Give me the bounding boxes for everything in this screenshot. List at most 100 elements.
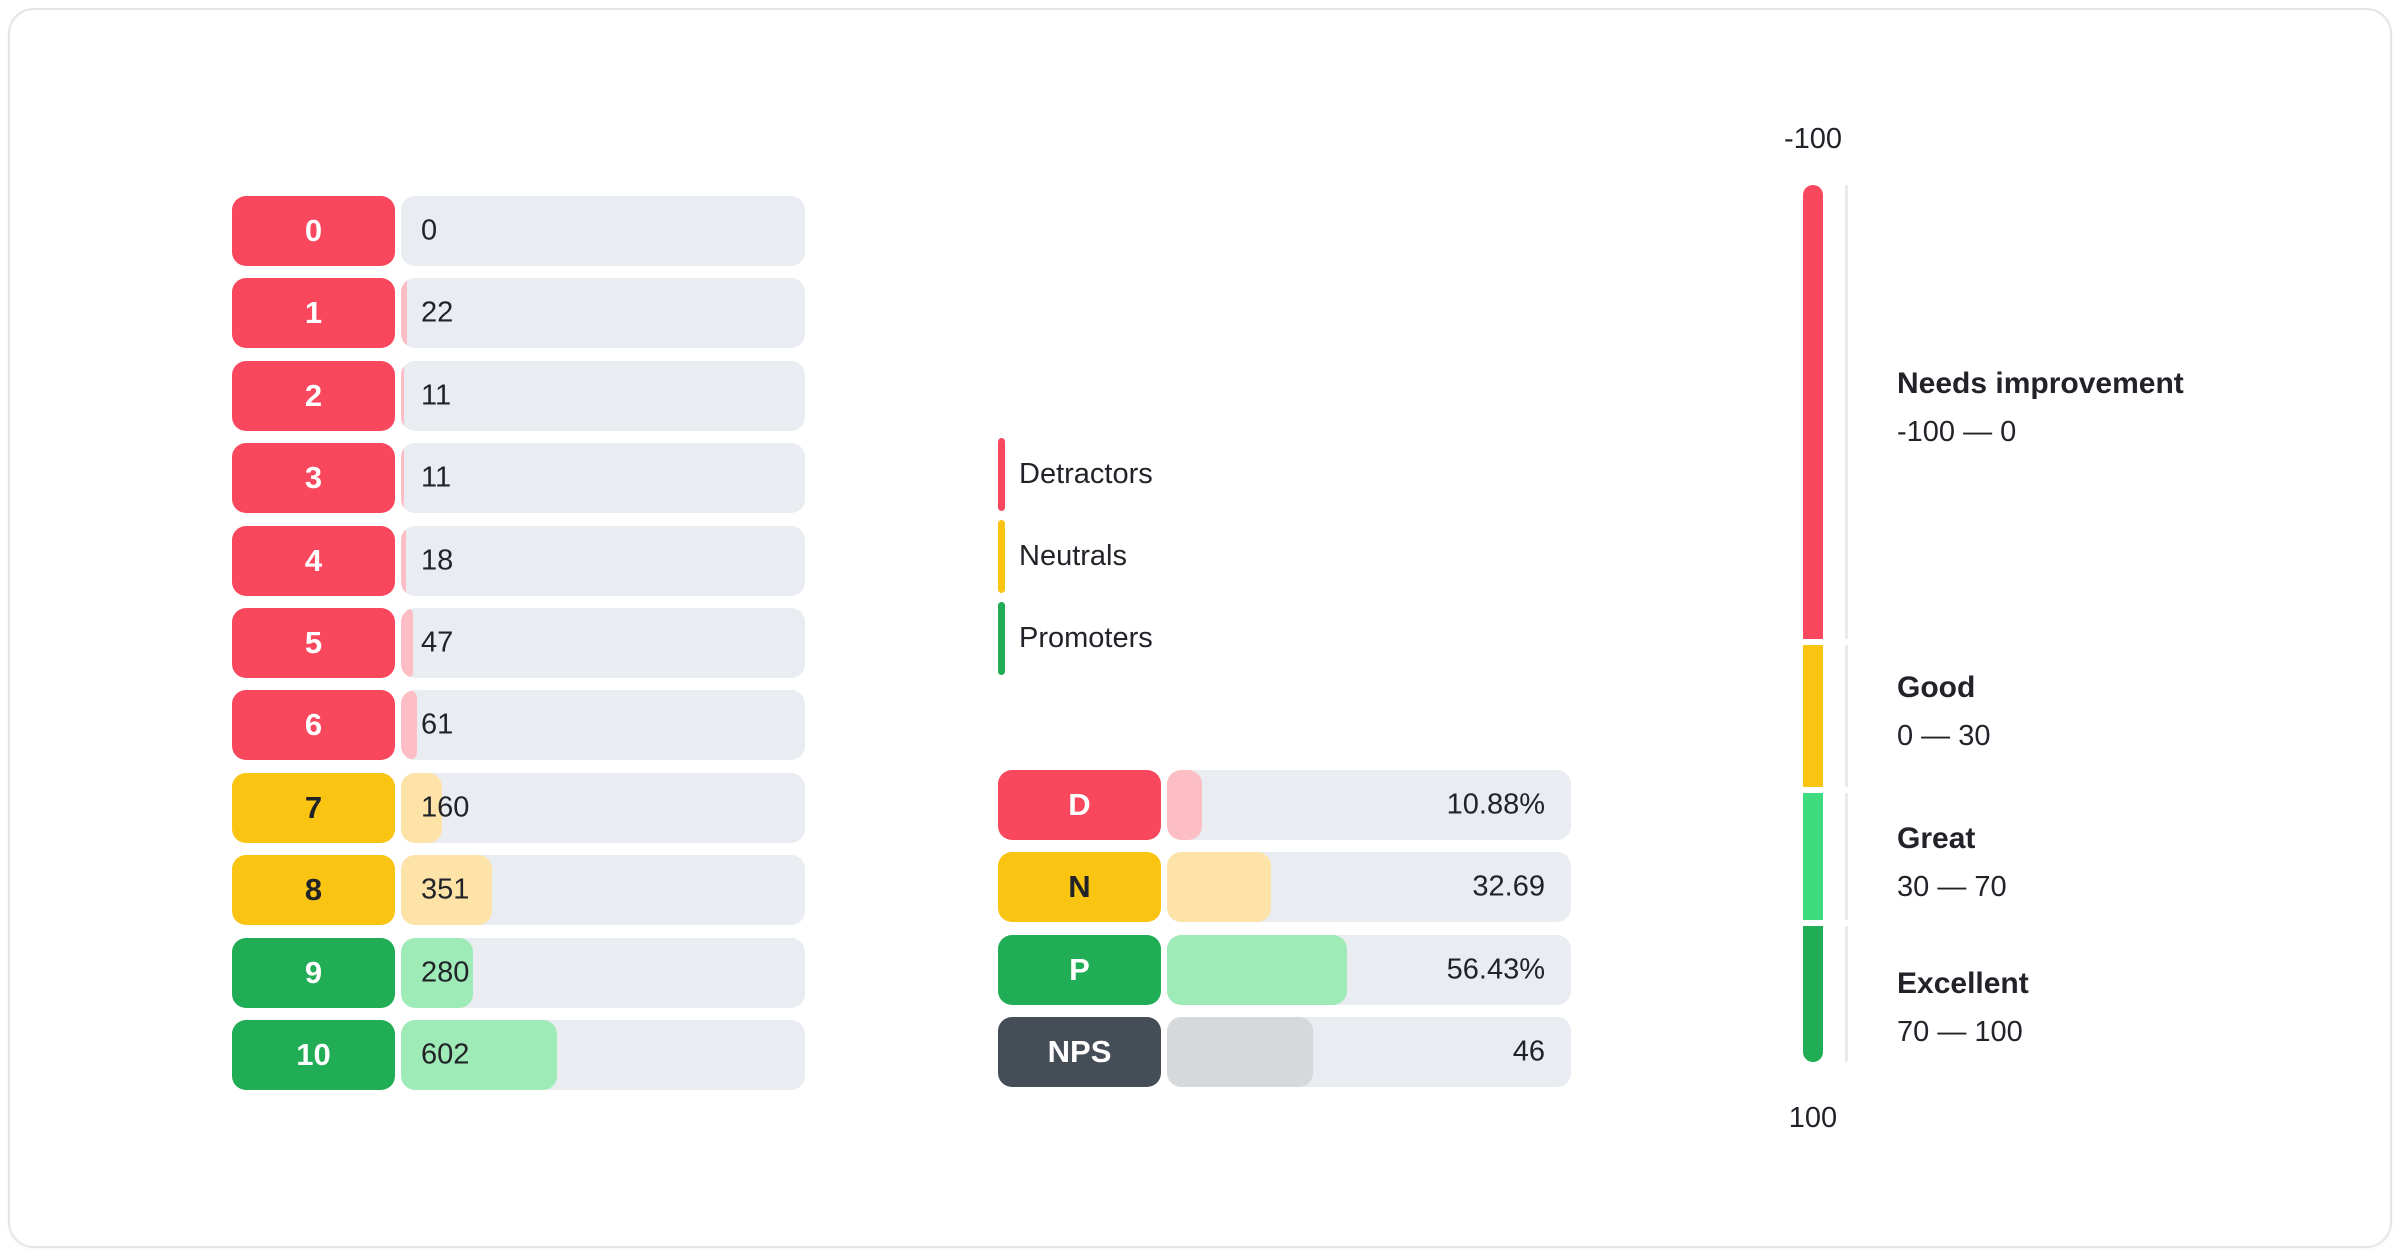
score-bar-fill-4 bbox=[401, 525, 406, 596]
summary-label-p: P bbox=[998, 934, 1161, 1005]
gauge-section-range: 70 — 100 bbox=[1897, 1016, 2023, 1048]
gauge-section-range: 30 — 70 bbox=[1897, 871, 2007, 903]
score-label-8: 8 bbox=[232, 855, 395, 926]
score-bar-track-1: 22 bbox=[401, 278, 805, 349]
legend-label: Neutrals bbox=[1019, 540, 1127, 572]
summary-label-nps: NPS bbox=[998, 1017, 1161, 1088]
summary-value-n: 32.69 bbox=[1472, 870, 1545, 903]
score-value-4: 18 bbox=[421, 544, 454, 577]
gauge-segment-excellent bbox=[1803, 926, 1823, 1062]
score-row-3: 3 11 bbox=[232, 443, 805, 514]
score-bar-fill-9 bbox=[401, 937, 474, 1008]
summary-label-n: N bbox=[998, 852, 1161, 923]
score-bar-track-3: 11 bbox=[401, 443, 805, 514]
score-value-10: 602 bbox=[421, 1038, 470, 1071]
score-bar-track-2: 11 bbox=[401, 360, 805, 431]
legend-item-detractors: Detractors bbox=[998, 438, 1153, 511]
gauge-axis-max-label: -100 bbox=[1783, 123, 1843, 155]
gauge-line-segment-excellent bbox=[1845, 926, 1848, 1062]
score-value-3: 11 bbox=[421, 461, 452, 494]
score-label-1: 1 bbox=[232, 278, 395, 349]
score-label-4: 4 bbox=[232, 525, 395, 596]
gauge-line-segment-great bbox=[1845, 793, 1848, 920]
score-distribution-chart: 0 0 1 22 2 11 3 11 4 18 5 47 6 61 7 160 8 351 9 280 10 602 bbox=[232, 196, 805, 1090]
gauge-segment-good bbox=[1803, 645, 1823, 787]
score-row-8: 8 351 bbox=[232, 855, 805, 926]
summary-bar-fill-p bbox=[1167, 934, 1347, 1005]
legend-label: Detractors bbox=[1019, 458, 1153, 490]
gauge-axis-min-label: 100 bbox=[1788, 1102, 1838, 1134]
score-bar-fill-5 bbox=[401, 607, 414, 678]
summary-bar-track-nps: 46 bbox=[1167, 1017, 1571, 1088]
score-value-1: 22 bbox=[421, 296, 454, 329]
score-bar-track-10: 602 bbox=[401, 1019, 805, 1090]
score-bar-fill-3 bbox=[401, 443, 404, 514]
gauge-section-title: Good bbox=[1897, 671, 1976, 704]
neutral-swatch-icon bbox=[998, 520, 1005, 593]
summary-bar-track-n: 32.69 bbox=[1167, 852, 1571, 923]
summary-value-p: 56.43% bbox=[1446, 953, 1545, 986]
score-bar-fill-6 bbox=[401, 690, 417, 761]
score-row-10: 10 602 bbox=[232, 1019, 805, 1090]
gauge-line-segment-good bbox=[1845, 645, 1848, 787]
score-row-7: 7 160 bbox=[232, 772, 805, 843]
score-label-2: 2 bbox=[232, 360, 395, 431]
score-value-0: 0 bbox=[421, 214, 438, 247]
score-label-0: 0 bbox=[232, 196, 395, 266]
gauge-segment-needs-improvement bbox=[1803, 185, 1823, 639]
score-bar-fill-8 bbox=[401, 855, 492, 926]
gauge-section-range: -100 — 0 bbox=[1897, 416, 2017, 448]
score-bar-track-7: 160 bbox=[401, 772, 805, 843]
score-label-9: 9 bbox=[232, 937, 395, 1008]
score-label-10: 10 bbox=[232, 1019, 395, 1090]
summary-label-d: D bbox=[998, 770, 1161, 840]
score-row-6: 6 61 bbox=[232, 690, 805, 761]
gauge-section-excellent: Excellent 70 — 100 bbox=[1897, 960, 2029, 1056]
promoter-swatch-icon bbox=[998, 602, 1005, 675]
score-row-4: 4 18 bbox=[232, 525, 805, 596]
score-value-6: 61 bbox=[421, 708, 454, 741]
summary-bar-fill-n bbox=[1167, 852, 1271, 923]
score-value-8: 351 bbox=[421, 873, 470, 906]
legend: Detractors Neutrals Promoters bbox=[998, 438, 1153, 675]
legend-item-promoters: Promoters bbox=[998, 602, 1153, 675]
summary-bar-fill-d bbox=[1167, 770, 1202, 840]
score-label-6: 6 bbox=[232, 690, 395, 761]
summary-row-d: D 10.88% bbox=[998, 770, 1571, 840]
gauge-section-needs-improvement: Needs improvement -100 — 0 bbox=[1897, 360, 2184, 456]
gauge-section-title: Needs improvement bbox=[1897, 367, 2184, 400]
legend-item-neutrals: Neutrals bbox=[998, 520, 1153, 593]
score-row-1: 1 22 bbox=[232, 278, 805, 349]
summary-bar-track-d: 10.88% bbox=[1167, 770, 1571, 840]
gauge-section-great: Great 30 — 70 bbox=[1897, 815, 2007, 911]
score-value-2: 11 bbox=[421, 379, 452, 412]
score-label-5: 5 bbox=[232, 607, 395, 678]
summary-value-d: 10.88% bbox=[1446, 788, 1545, 821]
score-label-7: 7 bbox=[232, 772, 395, 843]
score-bar-track-4: 18 bbox=[401, 525, 805, 596]
gauge-section-range: 0 — 30 bbox=[1897, 720, 1991, 752]
summary-row-p: P 56.43% bbox=[998, 934, 1571, 1005]
detractor-swatch-icon bbox=[998, 438, 1005, 511]
nps-summary-chart: D 10.88% N 32.69 P 56.43% NPS 46 bbox=[998, 770, 1571, 1088]
score-bar-track-8: 351 bbox=[401, 855, 805, 926]
score-value-9: 280 bbox=[421, 956, 470, 989]
nps-report-card: 0 0 1 22 2 11 3 11 4 18 5 47 6 61 7 160 8 351 9 280 10 602 De… bbox=[8, 8, 2392, 1248]
score-row-5: 5 47 bbox=[232, 607, 805, 678]
gauge-section-good: Good 0 — 30 bbox=[1897, 664, 1991, 760]
gauge-section-labels: Needs improvement -100 — 0 Good 0 — 30 Great… bbox=[1897, 185, 2377, 1062]
legend-label: Promoters bbox=[1019, 622, 1153, 654]
gauge-segment-great bbox=[1803, 793, 1823, 920]
score-bar-track-6: 61 bbox=[401, 690, 805, 761]
score-label-3: 3 bbox=[232, 443, 395, 514]
score-value-7: 160 bbox=[421, 791, 470, 824]
gauge-divider-line bbox=[1845, 185, 1848, 1062]
summary-value-nps: 46 bbox=[1512, 1035, 1545, 1068]
score-value-5: 47 bbox=[421, 626, 454, 659]
summary-row-nps: NPS 46 bbox=[998, 1017, 1571, 1088]
score-bar-fill-10 bbox=[401, 1019, 557, 1090]
summary-bar-fill-nps bbox=[1167, 1017, 1314, 1088]
score-bar-fill-2 bbox=[401, 360, 404, 431]
score-row-2: 2 11 bbox=[232, 360, 805, 431]
